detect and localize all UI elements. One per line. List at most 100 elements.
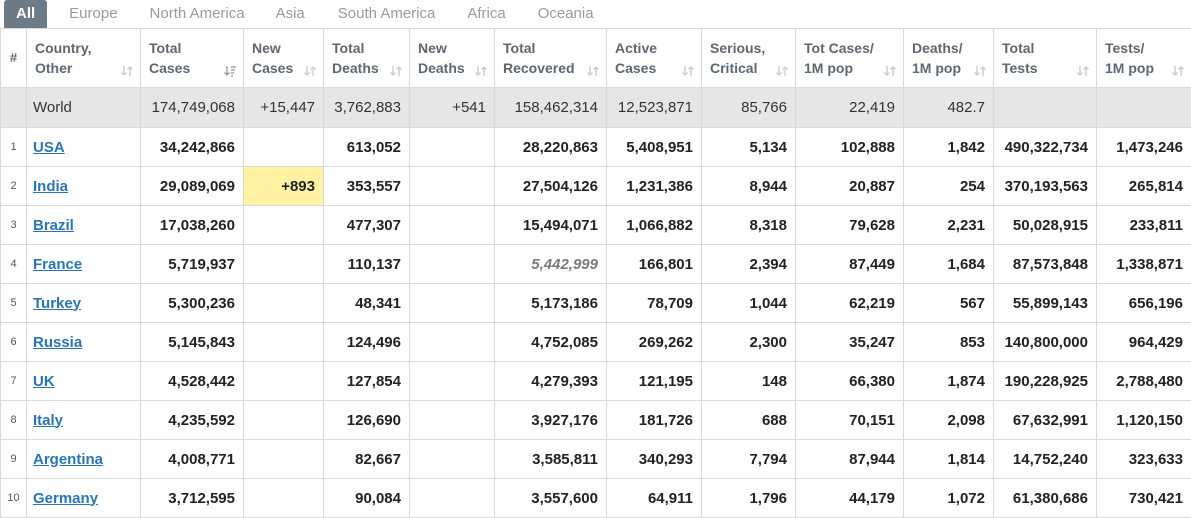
country-cell: Brazil	[26, 205, 141, 245]
new-cases-cell	[243, 478, 324, 518]
tab-africa[interactable]: Africa	[467, 5, 506, 22]
col-header-active-cases[interactable]: Active Cases	[606, 28, 702, 88]
country-cell: Russia	[26, 322, 141, 362]
total-deaths-cell: 613,052	[323, 127, 410, 167]
new-deaths-cell	[409, 361, 495, 401]
col-header-total-recovered[interactable]: Total Recovered	[494, 28, 607, 88]
rank-cell: 6	[0, 322, 27, 362]
country-link[interactable]: Turkey	[33, 294, 82, 312]
tab-south-america[interactable]: South America	[337, 5, 436, 22]
serious-critical-cell: 8,944	[701, 166, 796, 206]
table-row: 8 Italy 4,235,592 126,690 3,927,176 181,…	[0, 400, 1191, 440]
country-link[interactable]: Russia	[33, 333, 83, 351]
table-row: 3 Brazil 17,038,260 477,307 15,494,071 1…	[0, 205, 1191, 245]
new-cases-cell: +893	[243, 166, 324, 206]
total-recovered-cell: 3,927,176	[494, 400, 607, 440]
serious-critical-cell: 688	[701, 400, 796, 440]
serious-critical-cell: 1,796	[701, 478, 796, 518]
tests-per-1m-cell: 1,120,150	[1096, 400, 1191, 440]
rank-cell: 2	[0, 166, 27, 206]
col-header-total-tests[interactable]: Total Tests	[993, 28, 1097, 88]
active-cases-cell: 269,262	[606, 322, 702, 362]
cases-per-1m-cell: 79,628	[795, 205, 904, 245]
active-cases-cell: 181,726	[606, 400, 702, 440]
sort-arrows-icon	[974, 66, 986, 76]
col-header-serious-critical[interactable]: Serious, Critical	[701, 28, 796, 88]
tab-north-america[interactable]: North America	[149, 5, 245, 22]
country-link[interactable]: USA	[33, 138, 65, 156]
country-link[interactable]: Brazil	[33, 216, 74, 234]
total-cases-cell: 4,008,771	[140, 439, 244, 479]
header-label: Deaths/ 1M pop	[912, 40, 963, 76]
active-cases-cell: 12,523,871	[606, 87, 702, 128]
col-header-tests-per-1m[interactable]: Tests/ 1M pop	[1096, 28, 1191, 88]
col-header-total-deaths[interactable]: Total Deaths	[323, 28, 410, 88]
new-cases-cell	[243, 127, 324, 167]
total-recovered-cell: 28,220,863	[494, 127, 607, 167]
header-label: Serious, Critical	[710, 40, 766, 76]
tests-per-1m-cell: 1,473,246	[1096, 127, 1191, 167]
tests-per-1m-cell: 964,429	[1096, 322, 1191, 362]
col-header-new-cases[interactable]: New Cases	[243, 28, 324, 88]
total-tests-cell: 61,380,686	[993, 478, 1097, 518]
region-tabs: All Europe North America Asia South Amer…	[0, 0, 1191, 28]
total-recovered-cell: 15,494,071	[494, 205, 607, 245]
cases-per-1m-cell: 87,449	[795, 244, 904, 284]
total-recovered-cell: 3,557,600	[494, 478, 607, 518]
col-header-new-deaths[interactable]: New Deaths	[409, 28, 495, 88]
active-cases-cell: 121,195	[606, 361, 702, 401]
country-link[interactable]: Italy	[33, 411, 64, 429]
sort-arrows-icon	[475, 66, 487, 76]
cases-per-1m-cell: 35,247	[795, 322, 904, 362]
header-label: Total Deaths	[332, 40, 379, 76]
total-recovered-cell: 3,585,811	[494, 439, 607, 479]
tab-europe[interactable]: Europe	[69, 5, 118, 22]
active-cases-cell: 1,066,882	[606, 205, 702, 245]
total-tests-cell: 67,632,991	[993, 400, 1097, 440]
col-header-cases-per-1m[interactable]: Tot Cases/ 1M pop	[795, 28, 904, 88]
sort-arrows-icon	[884, 66, 896, 76]
deaths-per-1m-cell: 1,842	[903, 127, 994, 167]
tests-per-1m-cell: 730,421	[1096, 478, 1191, 518]
new-cases-cell	[243, 361, 324, 401]
country-link[interactable]: France	[33, 255, 83, 273]
total-cases-cell: 3,712,595	[140, 478, 244, 518]
new-deaths-cell	[409, 283, 495, 323]
serious-critical-cell: 2,394	[701, 244, 796, 284]
serious-critical-cell: 148	[701, 361, 796, 401]
tab-all[interactable]: All	[4, 0, 48, 28]
country-link[interactable]: UK	[33, 372, 55, 390]
cases-per-1m-cell: 70,151	[795, 400, 904, 440]
rank-cell: 4	[0, 244, 27, 284]
new-deaths-cell	[409, 127, 495, 167]
country-link[interactable]: India	[33, 177, 69, 195]
col-header-country[interactable]: Country, Other	[26, 28, 141, 88]
cases-per-1m-cell: 102,888	[795, 127, 904, 167]
active-cases-cell: 1,231,386	[606, 166, 702, 206]
header-label: Active Cases	[615, 40, 658, 76]
total-tests-cell: 190,228,925	[993, 361, 1097, 401]
rank-cell: 8	[0, 400, 27, 440]
col-header-rank[interactable]: #	[0, 28, 27, 88]
deaths-per-1m-cell: 1,684	[903, 244, 994, 284]
total-cases-cell: 5,145,843	[140, 322, 244, 362]
tests-per-1m-cell: 2,788,480	[1096, 361, 1191, 401]
rank-cell: 10	[0, 478, 27, 518]
deaths-per-1m-cell: 254	[903, 166, 994, 206]
tab-asia[interactable]: Asia	[275, 5, 305, 22]
col-header-deaths-per-1m[interactable]: Deaths/ 1M pop	[903, 28, 994, 88]
col-header-total-cases[interactable]: Total Cases	[140, 28, 244, 88]
tests-per-1m-cell: 656,196	[1096, 283, 1191, 323]
deaths-per-1m-cell: 567	[903, 283, 994, 323]
cases-per-1m-cell: 44,179	[795, 478, 904, 518]
country-link[interactable]: Germany	[33, 489, 99, 507]
tab-oceania[interactable]: Oceania	[537, 5, 594, 22]
table-row: 10 Germany 3,712,595 90,084 3,557,600 64…	[0, 478, 1191, 518]
cases-per-1m-cell: 62,219	[795, 283, 904, 323]
total-cases-cell: 5,719,937	[140, 244, 244, 284]
header-row: # Country, Other Total Cases New Cases T…	[0, 28, 1191, 88]
total-cases-cell: 29,089,069	[140, 166, 244, 206]
active-cases-cell: 5,408,951	[606, 127, 702, 167]
country-link[interactable]: Argentina	[33, 450, 104, 468]
total-deaths-cell: 126,690	[323, 400, 410, 440]
